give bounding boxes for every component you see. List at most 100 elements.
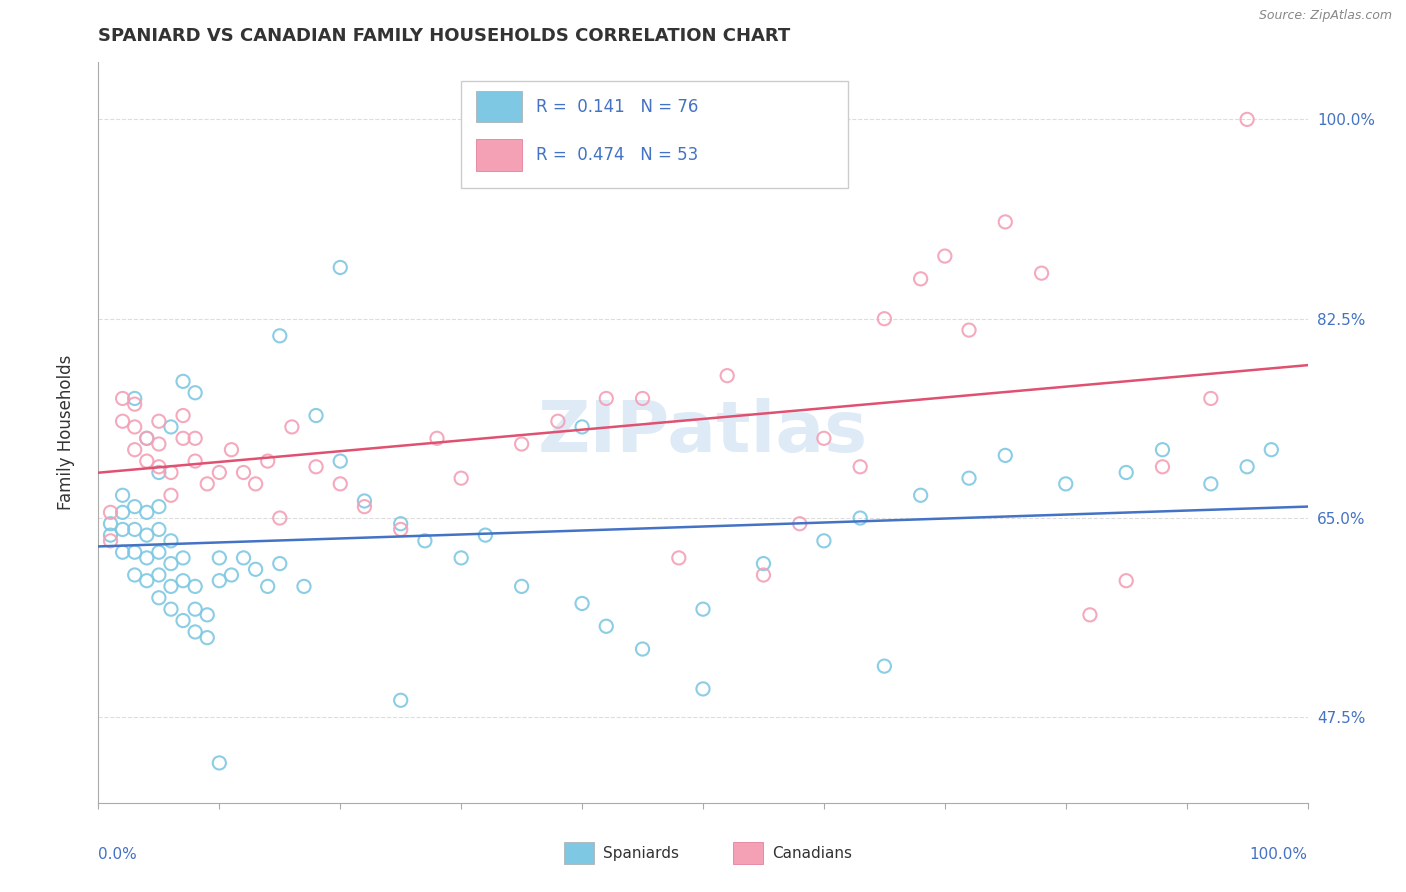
Point	[111, 488, 134, 502]
Point	[184, 579, 207, 593]
Point	[413, 533, 436, 548]
Point	[172, 431, 194, 445]
Y-axis label: Family Households: Family Households	[56, 355, 75, 510]
Point	[813, 533, 835, 548]
Point	[172, 574, 194, 588]
Point	[269, 557, 291, 571]
Point	[1152, 442, 1174, 457]
Point	[1031, 266, 1053, 280]
Text: Canadians: Canadians	[772, 846, 852, 861]
Point	[305, 409, 328, 423]
FancyBboxPatch shape	[475, 91, 522, 122]
Point	[160, 602, 183, 616]
Point	[160, 557, 183, 571]
Point	[135, 574, 157, 588]
Point	[100, 516, 122, 531]
Point	[172, 375, 194, 389]
Point	[631, 642, 654, 657]
Point	[1054, 476, 1077, 491]
Point	[111, 505, 134, 519]
Point	[269, 328, 291, 343]
Point	[148, 545, 170, 559]
Text: R =  0.141   N = 76: R = 0.141 N = 76	[536, 98, 699, 116]
Point	[269, 511, 291, 525]
Point	[934, 249, 956, 263]
Point	[124, 568, 146, 582]
Point	[148, 466, 170, 480]
Point	[184, 431, 207, 445]
Point	[148, 500, 170, 514]
Point	[160, 420, 183, 434]
Text: 100.0%: 100.0%	[1250, 847, 1308, 863]
Point	[353, 500, 375, 514]
Point	[124, 442, 146, 457]
Point	[510, 437, 533, 451]
Point	[595, 619, 617, 633]
Point	[148, 437, 170, 451]
Point	[184, 624, 207, 639]
Point	[1260, 442, 1282, 457]
Point	[256, 454, 278, 468]
Point	[873, 659, 896, 673]
FancyBboxPatch shape	[564, 842, 595, 864]
Point	[329, 476, 352, 491]
Point	[195, 607, 218, 622]
Text: Spaniards: Spaniards	[603, 846, 679, 861]
Point	[849, 511, 872, 525]
Point	[994, 449, 1017, 463]
Point	[994, 215, 1017, 229]
Point	[100, 528, 122, 542]
Point	[124, 392, 146, 406]
Point	[160, 579, 183, 593]
Point	[353, 494, 375, 508]
Point	[160, 488, 183, 502]
FancyBboxPatch shape	[461, 81, 848, 188]
Point	[172, 550, 194, 565]
Point	[957, 471, 980, 485]
Text: ZIPatlas: ZIPatlas	[538, 398, 868, 467]
Point	[595, 392, 617, 406]
Text: R =  0.474   N = 53: R = 0.474 N = 53	[536, 146, 699, 164]
Point	[124, 397, 146, 411]
Point	[1199, 392, 1222, 406]
Point	[208, 574, 231, 588]
Point	[232, 550, 254, 565]
Point	[571, 597, 593, 611]
Point	[184, 385, 207, 400]
Point	[195, 476, 218, 491]
Point	[692, 602, 714, 616]
Point	[849, 459, 872, 474]
Point	[474, 528, 496, 542]
Point	[1236, 459, 1258, 474]
Point	[281, 420, 304, 434]
Point	[172, 614, 194, 628]
Point	[148, 568, 170, 582]
Text: 0.0%: 0.0%	[98, 847, 138, 863]
Point	[135, 454, 157, 468]
Point	[450, 471, 472, 485]
Point	[208, 756, 231, 770]
Point	[1115, 466, 1137, 480]
Point	[1152, 459, 1174, 474]
Point	[135, 528, 157, 542]
Point	[160, 533, 183, 548]
Point	[245, 476, 267, 491]
Point	[631, 392, 654, 406]
Point	[571, 420, 593, 434]
Point	[389, 693, 412, 707]
Point	[450, 550, 472, 565]
Point	[221, 442, 243, 457]
Point	[329, 260, 352, 275]
Point	[389, 516, 412, 531]
Point	[208, 466, 231, 480]
Point	[305, 459, 328, 474]
FancyBboxPatch shape	[734, 842, 763, 864]
Point	[172, 409, 194, 423]
Point	[124, 523, 146, 537]
Point	[789, 516, 811, 531]
Text: SPANIARD VS CANADIAN FAMILY HOUSEHOLDS CORRELATION CHART: SPANIARD VS CANADIAN FAMILY HOUSEHOLDS C…	[98, 27, 790, 45]
Point	[111, 545, 134, 559]
Point	[124, 545, 146, 559]
Point	[813, 431, 835, 445]
Point	[184, 454, 207, 468]
